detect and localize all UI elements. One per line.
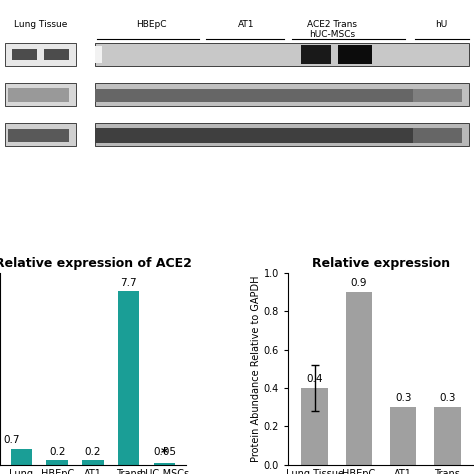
FancyBboxPatch shape <box>95 43 469 66</box>
Text: HBEpC: HBEpC <box>137 20 167 29</box>
Text: 7.7: 7.7 <box>120 278 137 288</box>
Bar <box>11 449 32 465</box>
Text: 0.4: 0.4 <box>306 374 323 384</box>
FancyBboxPatch shape <box>301 45 331 64</box>
FancyBboxPatch shape <box>95 128 462 143</box>
FancyBboxPatch shape <box>95 46 102 63</box>
FancyBboxPatch shape <box>8 88 69 101</box>
FancyBboxPatch shape <box>413 128 462 143</box>
FancyBboxPatch shape <box>95 89 462 101</box>
FancyBboxPatch shape <box>12 49 36 60</box>
Bar <box>301 388 328 465</box>
Text: ACE2 Trans
hUC-MSCs: ACE2 Trans hUC-MSCs <box>307 20 357 39</box>
FancyBboxPatch shape <box>5 43 76 66</box>
Text: 0.2: 0.2 <box>49 447 65 457</box>
Bar <box>46 460 68 465</box>
Bar <box>434 407 461 465</box>
Bar <box>346 292 372 465</box>
Text: 0.7: 0.7 <box>3 435 19 446</box>
Title: Relative expression: Relative expression <box>312 257 450 270</box>
Text: 0.3: 0.3 <box>395 393 411 403</box>
Text: 0.05: 0.05 <box>153 447 176 456</box>
FancyBboxPatch shape <box>8 129 69 142</box>
Text: AT1: AT1 <box>238 20 255 29</box>
Text: 0.9: 0.9 <box>351 278 367 288</box>
Text: Lung Tissue: Lung Tissue <box>14 20 67 29</box>
Text: *: * <box>161 446 168 460</box>
Y-axis label: Protein Abundance Relative to GAPDH: Protein Abundance Relative to GAPDH <box>251 275 261 462</box>
Bar <box>82 460 104 465</box>
Text: hU: hU <box>435 20 447 29</box>
Bar <box>118 291 139 465</box>
FancyBboxPatch shape <box>338 45 372 64</box>
FancyBboxPatch shape <box>95 83 469 106</box>
FancyBboxPatch shape <box>5 123 76 146</box>
Bar <box>390 407 417 465</box>
Title: Relative expression of ACE2: Relative expression of ACE2 <box>0 257 191 270</box>
FancyBboxPatch shape <box>44 49 69 60</box>
Text: 0.3: 0.3 <box>439 393 456 403</box>
FancyBboxPatch shape <box>413 89 462 101</box>
FancyBboxPatch shape <box>95 123 469 146</box>
Bar <box>154 464 175 465</box>
Text: 0.2: 0.2 <box>85 447 101 457</box>
FancyBboxPatch shape <box>5 83 76 106</box>
